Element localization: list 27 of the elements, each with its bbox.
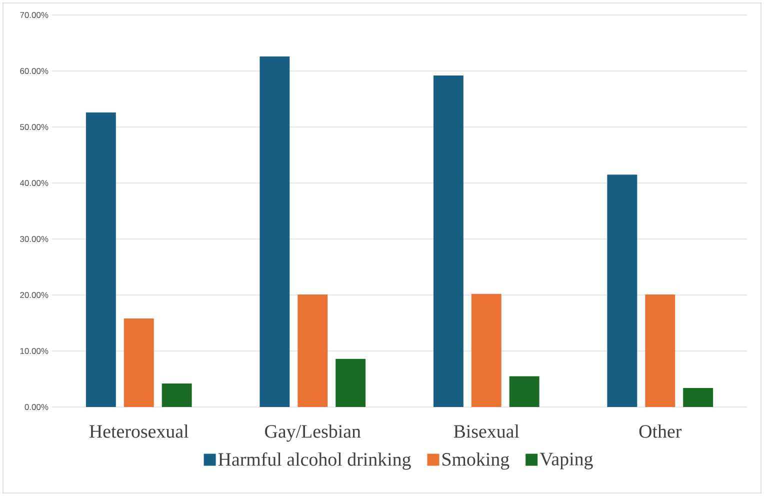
x-tick-label: Gay/Lesbian [265, 424, 361, 442]
y-tick-label: 30.00% [20, 236, 48, 242]
x-tick-label: Bisexual [454, 424, 520, 438]
legend-label: Smoking [442, 452, 510, 470]
y-tick-label: 0.00% [24, 404, 48, 410]
bar [471, 294, 502, 407]
y-tick-label: 50.00% [20, 124, 48, 130]
legend-label: Vaping [540, 452, 593, 470]
bar [607, 174, 638, 407]
x-tick-label: Other [639, 424, 682, 438]
bar [124, 318, 154, 407]
y-tick-label: 70.00% [20, 12, 48, 18]
bar [86, 112, 116, 407]
y-tick-label: 40.00% [20, 180, 48, 186]
y-tick-label: 60.00% [20, 68, 48, 74]
bar [336, 358, 366, 407]
y-tick-label: 20.00% [20, 292, 48, 298]
bar [433, 75, 464, 407]
bar [298, 294, 328, 407]
bar [645, 294, 676, 407]
y-tick-label: 10.00% [20, 348, 48, 354]
bar [509, 376, 540, 407]
bar [260, 56, 290, 407]
bar [683, 388, 714, 407]
legend-label: Harmful alcohol drinking [218, 452, 411, 470]
x-tick-label: Heterosexual [89, 424, 188, 438]
bar [162, 383, 192, 407]
